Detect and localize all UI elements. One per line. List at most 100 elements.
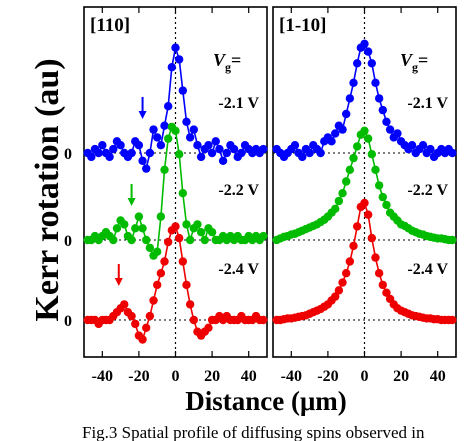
x-tick-label: 40 — [430, 368, 446, 385]
data-point — [349, 241, 358, 251]
data-point — [98, 141, 107, 150]
data-point — [371, 253, 380, 262]
data-point — [120, 300, 129, 309]
data-point — [290, 141, 300, 150]
data-point — [360, 39, 369, 48]
data-point — [196, 152, 206, 162]
offset-zero-tick: 0 — [64, 313, 72, 330]
data-point — [149, 125, 158, 134]
vg-equals: = — [418, 50, 428, 70]
data-point — [193, 141, 202, 150]
data-point — [360, 126, 369, 135]
data-point — [448, 235, 457, 245]
data-point — [298, 152, 307, 162]
data-point — [371, 165, 380, 174]
voltage-label: -2.2 V — [407, 182, 448, 199]
data-point — [142, 323, 151, 332]
data-point — [109, 235, 118, 245]
data-point — [185, 235, 195, 245]
panel-title: [110] — [90, 15, 130, 36]
data-point — [153, 280, 162, 290]
x-tick-label: 40 — [241, 368, 257, 385]
data-point — [193, 220, 202, 229]
voltage-label: -2.1 V — [407, 95, 448, 112]
vg-subscript: g — [225, 60, 231, 74]
data-point — [367, 59, 377, 68]
data-point — [378, 105, 387, 115]
data-point — [426, 144, 435, 154]
x-tick-label: 0 — [361, 368, 369, 385]
data-point — [87, 152, 96, 162]
offset-zero-tick: 0 — [64, 233, 72, 250]
data-point — [185, 133, 195, 142]
data-point — [334, 286, 344, 295]
x-tick-label: 20 — [393, 368, 409, 385]
data-point — [196, 228, 206, 237]
x-tick-label: -20 — [317, 368, 338, 385]
data-point — [138, 156, 147, 165]
data-point — [334, 196, 344, 206]
data-point — [142, 164, 151, 173]
data-point — [215, 144, 224, 154]
data-point — [229, 144, 239, 154]
panel-110: -40 -20 0 20 40 [110] Vg= -2.1 V -2.2 V -2.4 V — [83, 6, 268, 385]
panel-title: [1-10] — [279, 15, 326, 36]
data-point — [327, 137, 336, 146]
data-point — [120, 220, 129, 229]
panel-1-10: -40 -20 0 20 40 [1-10] Vg= -2.1 V -2.2 V -2.4 V — [272, 6, 457, 385]
data-point — [105, 152, 114, 162]
data-point — [374, 94, 384, 103]
data-point — [134, 141, 144, 150]
x-tick-label: -20 — [128, 368, 149, 385]
data-point — [207, 148, 217, 158]
data-point — [182, 220, 191, 229]
x-tick-label: -40 — [281, 368, 302, 385]
data-point — [174, 55, 184, 64]
data-point — [171, 222, 180, 231]
data-point — [204, 141, 213, 150]
vg-label: Vg= — [213, 50, 241, 74]
data-point — [259, 231, 268, 241]
x-tick-label: -40 — [92, 368, 113, 385]
data-point — [222, 148, 231, 158]
figure-caption: Fig.3 Spatial profile of diffusing spins… — [82, 423, 425, 441]
data-point — [131, 319, 140, 329]
data-point — [171, 43, 180, 52]
data-point — [112, 224, 122, 233]
data-point — [178, 86, 188, 95]
data-point — [160, 121, 169, 130]
data-point — [207, 228, 217, 237]
data-point — [342, 109, 351, 119]
data-point — [163, 134, 173, 143]
data-point — [211, 137, 220, 146]
data-point — [385, 125, 395, 134]
data-point — [342, 177, 351, 186]
data-point — [352, 142, 362, 151]
data-point — [345, 94, 355, 103]
data-point — [178, 189, 188, 198]
data-point — [342, 269, 351, 278]
data-point — [378, 192, 387, 202]
arrow-head — [114, 278, 123, 286]
data-point — [185, 300, 195, 309]
voltage-label: -2.1 V — [218, 95, 259, 112]
data-point — [153, 247, 162, 256]
arrow-head — [138, 111, 147, 119]
data-point — [174, 233, 184, 243]
data-point — [218, 156, 228, 165]
data-point — [145, 148, 155, 158]
data-point — [116, 141, 125, 150]
data-point — [153, 133, 162, 142]
data-point — [171, 126, 180, 135]
y-axis-label: Kerr rotation (au) — [29, 58, 66, 321]
data-point — [338, 189, 347, 198]
data-point — [156, 212, 166, 221]
data-point — [189, 315, 198, 325]
data-point — [174, 150, 184, 159]
data-point — [374, 181, 384, 190]
data-point — [167, 62, 177, 72]
data-point — [109, 144, 118, 154]
data-point — [178, 257, 188, 266]
data-point — [448, 315, 457, 325]
